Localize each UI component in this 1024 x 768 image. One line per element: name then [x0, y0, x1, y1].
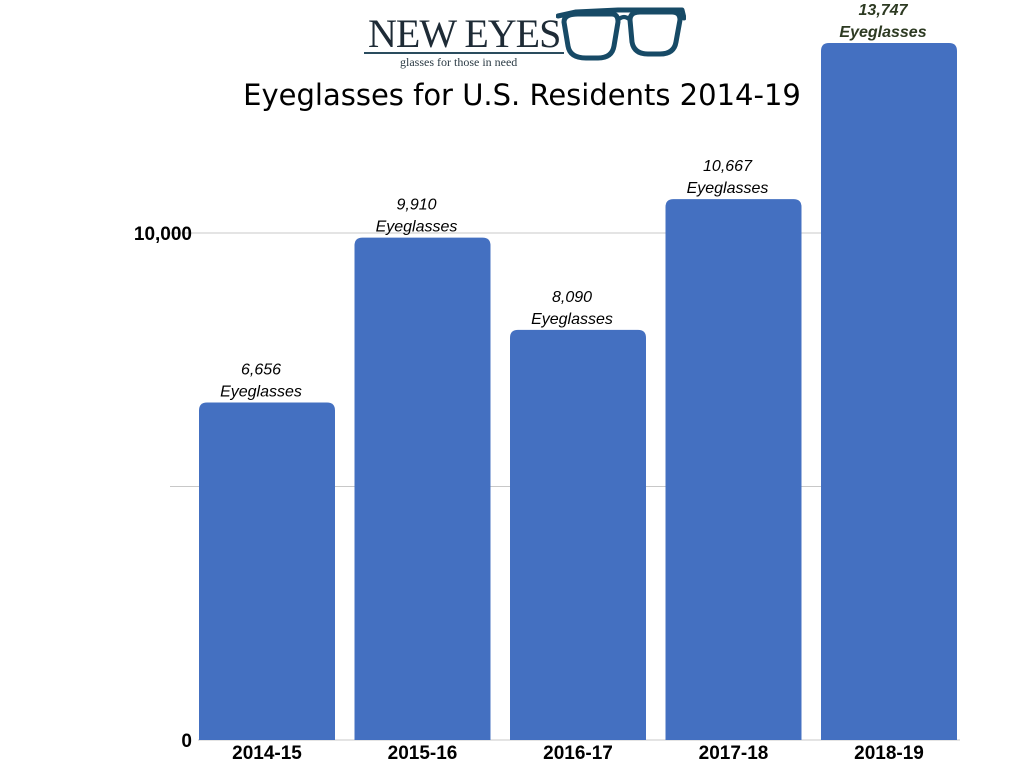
logo-wordmark: NEW EYES	[368, 11, 561, 56]
bar-2015-16	[354, 237, 491, 741]
data-label-value-2017-18: 10,667	[703, 158, 753, 175]
y-tick-label-0: 0	[181, 731, 192, 752]
bar-2018-19	[821, 43, 957, 740]
x-tick-label-2018-19: 2018-19	[854, 743, 924, 764]
chart-title: Eyeglasses for U.S. Residents 2014-19	[243, 78, 801, 112]
data-label-value-2016-17: 8,090	[552, 289, 592, 306]
bars	[199, 43, 957, 741]
y-tick-label-10000: 10,000	[134, 224, 192, 245]
new-eyes-logo: NEW EYES glasses for those in need	[360, 4, 690, 70]
data-label-unit-2016-17: Eyeglasses	[531, 311, 613, 328]
data-labels: 6,656 Eyeglasses 9,910 Eyeglasses 8,090 Eyegl…	[220, 2, 927, 401]
data-label-value-2018-19: 13,747	[859, 2, 909, 19]
logo-underline	[364, 52, 564, 54]
data-label-value-2015-16: 9,910	[396, 197, 436, 214]
logo-tagline: glasses for those in need	[400, 55, 518, 69]
bar-2017-18	[665, 199, 802, 740]
data-label-unit-2018-19: Eyeglasses	[839, 24, 926, 41]
bar-2014-15	[199, 402, 335, 740]
data-label-unit-2014-15: Eyeglasses	[220, 384, 302, 401]
x-tick-label-2016-17: 2016-17	[543, 743, 613, 764]
data-label-unit-2015-16: Eyeglasses	[376, 219, 458, 236]
x-tick-label-2015-16: 2015-16	[388, 743, 458, 764]
x-tick-label-2017-18: 2017-18	[699, 743, 769, 764]
data-label-unit-2017-18: Eyeglasses	[687, 180, 769, 197]
x-tick-label-2014-15: 2014-15	[232, 743, 302, 764]
eyeglasses-icon	[556, 7, 686, 61]
data-label-value-2014-15: 6,656	[241, 362, 281, 379]
axes: 2014-15 2015-16 2016-17 2017-18 2018-19 0 10,0…	[134, 224, 924, 764]
bar-2016-17	[510, 329, 646, 740]
